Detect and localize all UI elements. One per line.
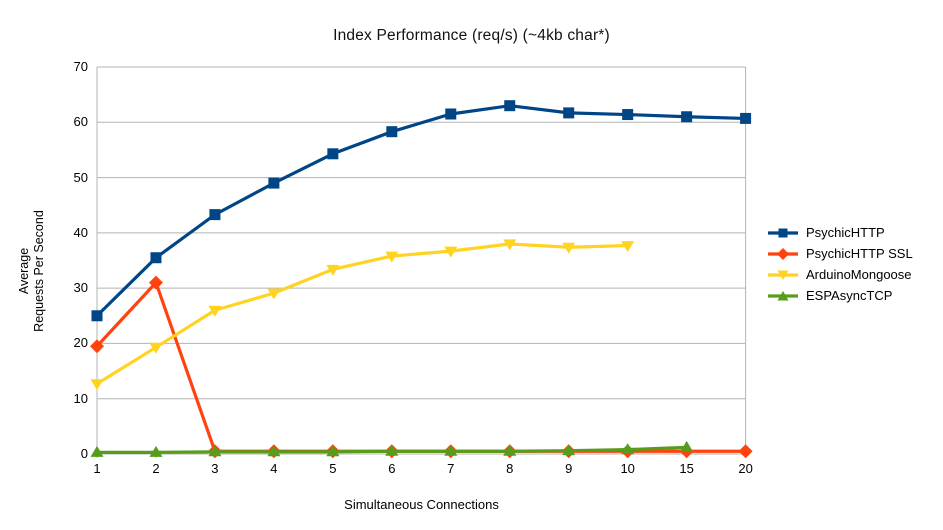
x-tick-label: 7 bbox=[447, 461, 455, 476]
data-point-psychichttp bbox=[386, 126, 398, 138]
data-point-psychichttp bbox=[622, 109, 634, 121]
data-point-espasynctcp bbox=[562, 444, 576, 456]
legend-label: ArduinoMongoose bbox=[806, 267, 912, 282]
y-tick-label: 0 bbox=[80, 446, 88, 461]
data-point-espasynctcp bbox=[621, 443, 635, 455]
x-tick-label: 6 bbox=[388, 461, 396, 476]
data-point-psychichttp bbox=[268, 177, 280, 189]
y-tick-label: 40 bbox=[73, 224, 88, 240]
y-tick-label: 20 bbox=[73, 335, 88, 351]
series-line-arduinomongoose bbox=[95, 242, 630, 386]
triangle-down-marker-icon bbox=[768, 270, 798, 280]
legend-item-psychichttp-ssl: PsychicHTTP SSL bbox=[768, 243, 913, 264]
x-tick-label: 1 bbox=[93, 461, 101, 476]
data-point-espasynctcp bbox=[680, 440, 694, 452]
data-point-psychichttp bbox=[563, 107, 575, 119]
x-tick-label: 8 bbox=[506, 461, 514, 476]
data-point-arduinomongoose bbox=[562, 242, 576, 254]
x-tick-label: 15 bbox=[679, 461, 694, 476]
y-tick-label: 60 bbox=[73, 114, 88, 130]
legend-item-espasynctcp: ESPAsyncTCP bbox=[768, 285, 913, 306]
data-point-psychichttp bbox=[150, 252, 162, 264]
data-point-arduinomongoose bbox=[208, 305, 222, 317]
y-tick-label: 30 bbox=[73, 280, 88, 296]
data-point-arduinomongoose bbox=[444, 246, 458, 258]
data-point-espasynctcp bbox=[90, 445, 104, 457]
data-point-arduinomongoose bbox=[90, 379, 104, 391]
data-point-psychichttp bbox=[327, 148, 339, 160]
y-tick-label: 50 bbox=[73, 169, 88, 185]
data-point-psychichttp bbox=[740, 112, 752, 124]
chart-legend: PsychicHTTP PsychicHTTP SSL ArduinoMongoos… bbox=[768, 222, 913, 306]
x-tick-label: 2 bbox=[152, 461, 160, 476]
y-tick-label: 10 bbox=[73, 390, 88, 406]
y-axis-title-line1: Average bbox=[17, 247, 31, 295]
x-tick-label: 3 bbox=[211, 461, 219, 476]
data-point-psychichttp bbox=[209, 209, 221, 221]
x-tick-label: 4 bbox=[270, 461, 278, 476]
legend-label: PsychicHTTP bbox=[806, 225, 885, 240]
data-point-espasynctcp bbox=[267, 445, 281, 457]
data-point-espasynctcp bbox=[149, 445, 163, 457]
triangle-up-marker-icon bbox=[768, 290, 798, 300]
data-point-espasynctcp bbox=[385, 444, 399, 456]
data-point-espasynctcp bbox=[326, 445, 340, 457]
data-point-arduinomongoose bbox=[149, 342, 163, 354]
chart-title: Index Performance (req/s) (~4kb char*) bbox=[333, 27, 610, 44]
data-point-psychichttp bbox=[504, 100, 516, 112]
data-point-espasynctcp bbox=[444, 444, 458, 456]
diamond-marker-icon bbox=[768, 247, 798, 260]
data-point-psychichttp bbox=[91, 310, 103, 322]
y-axis-title-line2: Requests Per Second bbox=[32, 210, 46, 332]
y-tick-label: 70 bbox=[73, 59, 88, 74]
x-tick-label: 20 bbox=[738, 461, 753, 476]
data-point-arduinomongoose bbox=[621, 241, 635, 253]
data-point-arduinomongoose bbox=[385, 251, 399, 263]
data-point-psychichttp bbox=[681, 111, 693, 123]
data-point-psychichttp-ssl bbox=[148, 275, 163, 290]
data-point-arduinomongoose bbox=[326, 264, 340, 276]
x-tick-label: 9 bbox=[565, 461, 573, 476]
legend-label: ESPAsyncTCP bbox=[806, 288, 893, 303]
y-axis-title: Average Requests Per Second bbox=[17, 186, 49, 356]
legend-item-psychichttp: PsychicHTTP bbox=[768, 222, 913, 243]
series-line-psychichttp-ssl bbox=[95, 281, 748, 453]
data-point-espasynctcp bbox=[503, 444, 517, 456]
data-point-espasynctcp bbox=[208, 445, 222, 457]
legend-item-arduinomongoose: ArduinoMongoose bbox=[768, 264, 913, 285]
data-point-arduinomongoose bbox=[267, 288, 281, 300]
square-marker-icon bbox=[768, 228, 798, 237]
x-tick-label: 5 bbox=[329, 461, 337, 476]
x-tick-label: 10 bbox=[620, 461, 635, 476]
x-axis-title: Simultaneous Connections bbox=[344, 497, 499, 512]
series-line-psychichttp bbox=[95, 104, 748, 318]
data-point-arduinomongoose bbox=[503, 239, 517, 251]
legend-label: PsychicHTTP SSL bbox=[806, 246, 913, 261]
data-point-psychichttp-ssl bbox=[90, 339, 104, 354]
data-point-psychichttp bbox=[445, 108, 457, 120]
data-point-psychichttp-ssl bbox=[738, 444, 753, 459]
